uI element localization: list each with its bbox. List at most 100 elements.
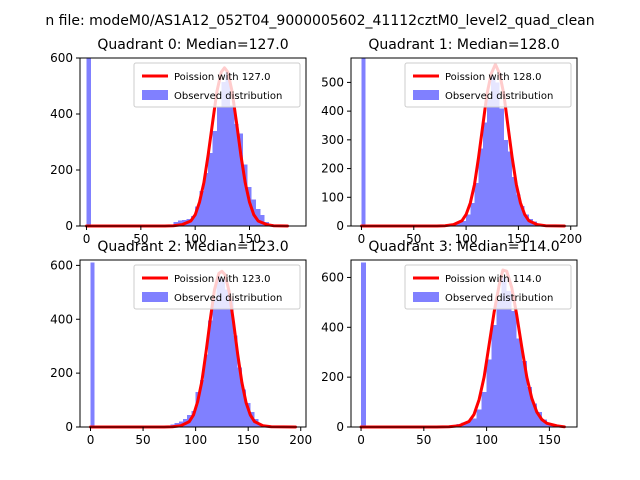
- y-tick-label: 400: [50, 107, 73, 121]
- axes-frame: [350, 259, 578, 428]
- x-tick-label: 200: [289, 433, 312, 447]
- histogram-bar: [471, 418, 477, 427]
- x-tick-label: 150: [507, 232, 530, 246]
- subplot-title: Quadrant 1: Median=128.0: [368, 37, 559, 53]
- axes-frame: [350, 57, 578, 227]
- histogram-bar: [466, 214, 471, 226]
- subplot-title: Quadrant 0: Median=127.0: [97, 37, 288, 53]
- x-tick-label: 50: [135, 433, 150, 447]
- legend-box: [133, 264, 301, 310]
- histogram-bar: [212, 130, 217, 226]
- histogram-bar-zero-spike: [90, 262, 95, 427]
- y-tick-label: 0: [336, 219, 344, 233]
- x-tick-label: 0: [83, 232, 91, 246]
- histogram-bar: [225, 72, 230, 226]
- legend-label-observed: Observed distribution: [174, 91, 282, 102]
- histogram-bar: [482, 122, 488, 226]
- x-tick-label: 100: [455, 232, 478, 246]
- histogram-bar: [511, 311, 517, 427]
- histogram-bar: [242, 164, 248, 226]
- legend-hist-swatch: [413, 90, 439, 100]
- x-tick-label: 100: [184, 232, 207, 246]
- legend-hist-swatch: [142, 90, 168, 100]
- histogram-bar: [260, 214, 265, 226]
- y-tick-label: 200: [321, 370, 344, 384]
- histogram-bar: [203, 172, 209, 226]
- histogram-bar: [204, 354, 209, 427]
- histogram-bar: [501, 277, 507, 427]
- legend-label-poisson: Poission with 128.0: [445, 72, 541, 83]
- x-tick-label: 200: [559, 232, 582, 246]
- histogram-bar-zero-spike: [86, 58, 91, 226]
- histogram-bar: [233, 335, 238, 427]
- histogram-bar: [491, 76, 496, 227]
- histogram-bar: [246, 402, 251, 427]
- histogram-bar: [531, 403, 537, 427]
- subplot-title: Quadrant 3: Median=114.0: [368, 239, 559, 255]
- histogram-bar: [195, 391, 200, 427]
- axes-frame: [79, 57, 307, 227]
- histogram-bar: [199, 191, 204, 226]
- histogram-bar: [234, 123, 239, 226]
- y-tick-label: 200: [50, 163, 73, 177]
- subplot-quadrant-0: 0 50 100 150 0 200 400 600 Quadrant 0: Median=12…: [50, 37, 307, 246]
- histogram-bar: [199, 379, 205, 427]
- legend-box: [404, 264, 572, 310]
- legend-box: [133, 62, 301, 108]
- histogram-bar: [496, 301, 502, 427]
- y-tick-label: 500: [321, 75, 344, 89]
- histogram-bar: [478, 148, 483, 226]
- histogram-bar: [536, 412, 542, 427]
- x-tick-label: 0: [358, 232, 366, 246]
- subplot-title: Quadrant 2: Median=123.0: [97, 239, 288, 255]
- subplot-quadrant-2: 0 50 100 150 200 0 200 400 600 Quadrant 2: Median…: [50, 239, 312, 447]
- histogram-bar: [470, 203, 475, 226]
- histogram-bar: [177, 220, 183, 226]
- legend-hist-swatch: [142, 292, 168, 302]
- histogram-bar: [195, 206, 200, 226]
- y-tick-label: 0: [65, 420, 73, 434]
- y-tick-label: 200: [50, 366, 73, 380]
- histogram-bar: [476, 409, 482, 427]
- histogram-bar-zero-spike: [361, 262, 367, 427]
- y-tick-label: 600: [321, 270, 344, 284]
- histogram-bar: [499, 108, 504, 226]
- x-tick-label: 150: [538, 433, 561, 447]
- subplot-quadrant-3: 0 50 100 150 0 200 400 600 Quadrant 3: Median=11…: [321, 239, 578, 447]
- legend-label-observed: Observed distribution: [445, 293, 553, 304]
- histogram-bar: [190, 216, 196, 226]
- histogram-bar: [225, 289, 230, 427]
- y-tick-label: 600: [50, 258, 73, 272]
- x-tick-label: 100: [475, 433, 498, 447]
- legend-label-poisson: Poission with 123.0: [174, 274, 270, 285]
- histogram-bar: [238, 133, 243, 226]
- histogram-bar: [521, 360, 527, 427]
- histogram-bar: [229, 299, 234, 427]
- histogram-bar: [216, 107, 222, 226]
- histogram-bar: [526, 387, 532, 427]
- histogram-bar: [457, 221, 462, 226]
- histogram-bar: [216, 276, 221, 427]
- histogram-bar: [495, 82, 500, 227]
- x-tick-label: 50: [416, 433, 431, 447]
- legend-label-poisson: Poission with 114.0: [445, 274, 541, 285]
- y-tick-label: 400: [321, 104, 344, 118]
- histogram-bar: [516, 194, 521, 226]
- legend-label-observed: Observed distribution: [174, 293, 282, 304]
- histogram-bar: [221, 81, 226, 226]
- histogram-bar: [474, 182, 479, 226]
- x-tick-label: 150: [237, 433, 260, 447]
- histogram-bar: [212, 299, 217, 427]
- histogram-bar: [208, 153, 213, 226]
- histogram-bar-zero-spike: [361, 58, 366, 226]
- histogram-bar: [237, 367, 242, 427]
- x-tick-label: 150: [238, 232, 261, 246]
- histogram-bar: [229, 105, 235, 226]
- subplot-quadrant-1: 0 50 100 150 200 0 100 200 300 400 500 Quadrant 1: …: [321, 37, 582, 246]
- y-tick-label: 600: [50, 51, 73, 65]
- y-tick-label: 0: [65, 219, 73, 233]
- histogram-bar: [191, 410, 196, 427]
- histogram-bar: [507, 151, 513, 226]
- y-tick-label: 100: [321, 190, 344, 204]
